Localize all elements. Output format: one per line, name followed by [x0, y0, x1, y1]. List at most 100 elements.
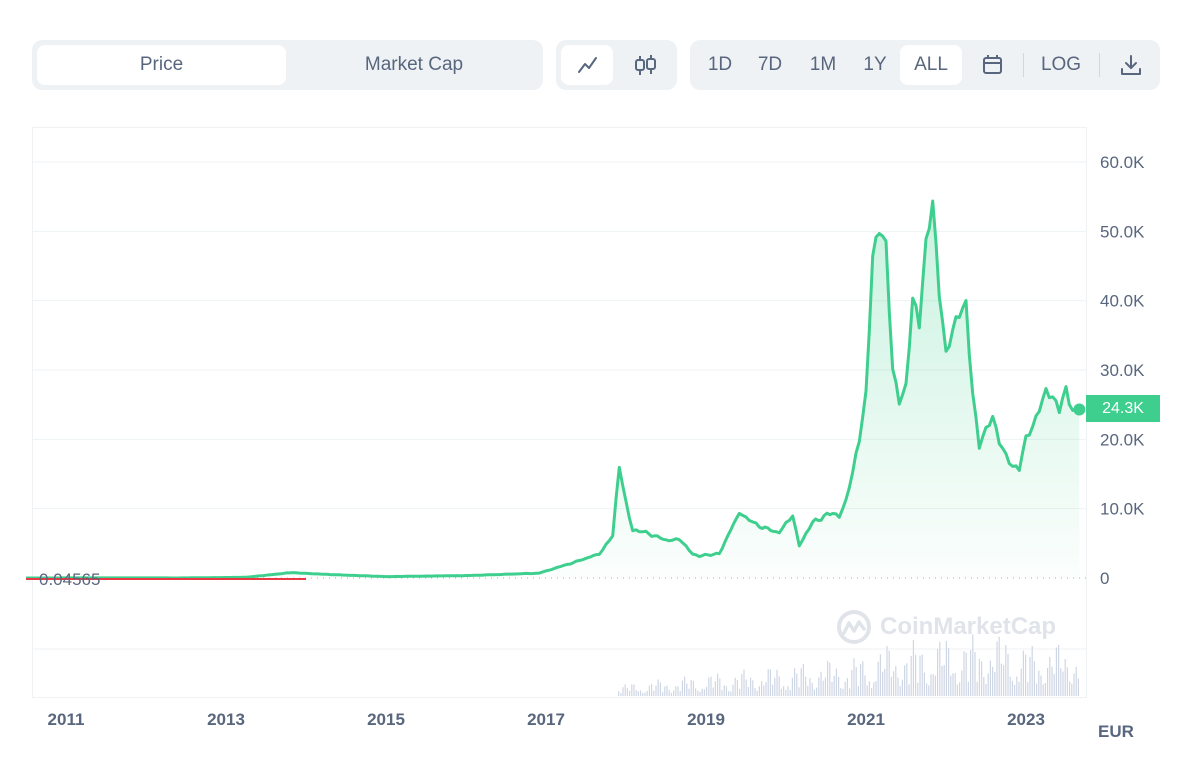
volume-bar: [950, 675, 952, 696]
volume-bar: [736, 680, 738, 696]
volume-bar: [769, 669, 771, 696]
range-all[interactable]: ALL: [900, 45, 962, 85]
log-scale-toggle[interactable]: LOG: [1040, 54, 1082, 75]
volume-bars: [618, 634, 1079, 696]
chart-toolbar: Price Market Cap 1D 7D 1M 1Y ALL: [32, 40, 1160, 90]
volume-bar: [809, 678, 811, 696]
line-chart-button[interactable]: [561, 45, 613, 85]
volume-bar: [618, 691, 620, 696]
volume-bar: [1009, 676, 1011, 696]
price-line: [26, 199, 1080, 580]
volume-bar: [761, 681, 763, 696]
volume-bar: [912, 639, 914, 696]
volume-bar: [655, 685, 657, 696]
volume-bar: [752, 680, 754, 696]
volume-bar: [895, 666, 897, 696]
volume-bar: [820, 671, 822, 696]
download-icon: [1121, 55, 1141, 75]
volume-bar: [626, 688, 628, 696]
volume-bar: [662, 691, 664, 696]
volume-bar: [945, 640, 947, 696]
volume-bar: [706, 686, 708, 696]
volume-bar: [758, 686, 760, 696]
currency-label: EUR: [1098, 722, 1134, 741]
volume-bar: [954, 673, 956, 696]
tab-price[interactable]: Price: [37, 45, 286, 85]
calendar-button[interactable]: [968, 45, 1016, 85]
volume-bar: [926, 683, 928, 696]
volume-bar: [646, 690, 648, 696]
tab-market-cap[interactable]: Market Cap: [364, 54, 464, 75]
volume-bar: [1073, 673, 1075, 696]
volume-bar: [653, 690, 655, 696]
volume-bar: [882, 671, 884, 696]
download-button[interactable]: [1106, 45, 1156, 85]
volume-bar: [838, 677, 840, 696]
volume-bar: [910, 656, 912, 696]
volume-bar: [703, 689, 705, 696]
volume-bar: [681, 680, 683, 696]
volume-bar: [778, 676, 780, 696]
volume-bar: [805, 676, 807, 696]
volume-bar: [719, 678, 721, 696]
volume-bar: [998, 636, 1000, 696]
range-1d[interactable]: 1D: [707, 54, 733, 75]
volume-bar: [1014, 684, 1016, 696]
volume-bar: [875, 681, 877, 696]
volume-bar: [1000, 663, 1002, 696]
volume-bar: [1029, 656, 1031, 696]
coinmarketcap-logo-icon: [837, 610, 871, 644]
toolbar-divider: [1023, 53, 1024, 77]
volume-bar: [813, 689, 815, 696]
volume-bar: [1058, 645, 1060, 696]
volume-bar: [1033, 661, 1035, 696]
volume-bar: [1042, 684, 1044, 696]
volume-bar: [668, 689, 670, 696]
x-tick-label: 2011: [48, 710, 85, 729]
volume-bar: [915, 654, 917, 696]
volume-bar: [976, 681, 978, 696]
price-area: [26, 201, 1080, 578]
volume-bar: [897, 677, 899, 696]
current-price-badge: 24.3K: [1086, 395, 1160, 422]
volume-bar: [690, 679, 692, 696]
volume-bar: [728, 691, 730, 696]
volume-bar: [1075, 666, 1077, 696]
volume-bar: [811, 682, 813, 696]
volume-bar: [1060, 668, 1062, 696]
volume-bar: [855, 667, 857, 696]
volume-bar: [994, 672, 996, 696]
volume-bar: [1018, 681, 1020, 696]
range-1y[interactable]: 1Y: [863, 54, 887, 75]
volume-bar: [877, 661, 879, 696]
volume-bar: [673, 690, 675, 696]
volume-bar: [701, 688, 703, 696]
volume-bar: [1051, 666, 1053, 696]
volume-bar: [642, 693, 644, 696]
x-tick-label: 2015: [367, 710, 405, 729]
volume-bar: [1036, 683, 1038, 696]
volume-bar: [688, 688, 690, 696]
volume-bar: [928, 685, 930, 696]
volume-bar: [970, 650, 972, 696]
volume-bar: [767, 669, 769, 696]
volume-bar: [1077, 678, 1079, 696]
range-1m[interactable]: 1M: [809, 54, 837, 75]
volume-bar: [846, 678, 848, 696]
volume-bar: [717, 673, 719, 696]
volume-bar: [873, 682, 875, 696]
candlestick-button[interactable]: [618, 45, 672, 85]
volume-bar: [824, 677, 826, 696]
volume-bar: [1040, 675, 1042, 696]
volume-bar: [1003, 665, 1005, 696]
volume-bar: [802, 664, 804, 696]
volume-bar: [866, 685, 868, 696]
volume-bar: [930, 674, 932, 696]
volume-bar: [785, 689, 787, 696]
volume-bar: [787, 686, 789, 696]
volume-bar: [1007, 653, 1009, 696]
volume-bar: [978, 658, 980, 696]
range-7d[interactable]: 7D: [757, 54, 783, 75]
volume-bar: [890, 676, 892, 696]
